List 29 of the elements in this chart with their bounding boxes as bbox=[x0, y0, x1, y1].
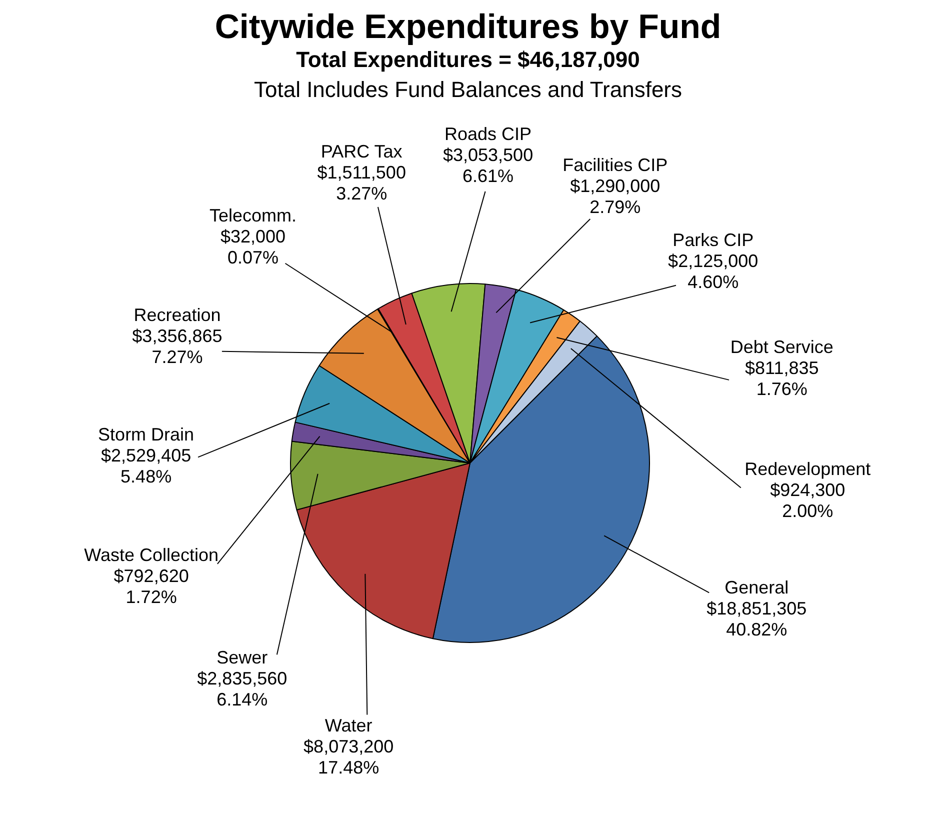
slice-label: Roads CIP bbox=[444, 124, 532, 144]
slice-label: General bbox=[724, 578, 789, 598]
data-label: $2,529,405 5.48% bbox=[101, 445, 192, 486]
slice-label: Storm Drain bbox=[98, 424, 194, 444]
slice-label: PARC Tax bbox=[320, 142, 402, 162]
slice-label: Sewer bbox=[216, 648, 268, 668]
data-label: $8,073,200 17.48% bbox=[304, 736, 394, 778]
data-label: $32,000 0.07% bbox=[220, 226, 286, 268]
slice-label: Telecomm. bbox=[209, 205, 297, 226]
data-label: $2,125,000 4.60% bbox=[668, 251, 758, 292]
data-label: $924,300 2.00% bbox=[770, 480, 846, 521]
data-label: $792,620 1.72% bbox=[114, 566, 189, 608]
slice-label: Parks CIP bbox=[672, 230, 754, 250]
slice-label: Debt Service bbox=[730, 337, 834, 358]
data-label: $2,835,560 6.14% bbox=[197, 668, 288, 710]
data-label: $1,290,000 2.79% bbox=[570, 176, 660, 218]
data-label: $811,835 1.76% bbox=[745, 358, 819, 400]
slice-label: Waste Collection bbox=[84, 545, 218, 566]
slice-label: Recreation bbox=[134, 304, 221, 325]
data-label: $3,053,500 6.61% bbox=[442, 144, 534, 186]
data-label: $3,356,865 7.27% bbox=[132, 326, 222, 367]
slice-label: Facilities CIP bbox=[562, 155, 668, 176]
data-label: $1,511,500 3.27% bbox=[317, 162, 406, 204]
chart-subtitle: Total Expenditures = $46,187,090 bbox=[295, 47, 641, 73]
slice-label: Redevelopment bbox=[744, 458, 871, 479]
text: Total Includes Fund Balances and Transfers bbox=[252, 77, 684, 103]
slice-label: Water bbox=[324, 716, 372, 736]
chart-title: Citywide Expenditures by Fund bbox=[214, 8, 722, 47]
data-label: $18,851,305 40.82% bbox=[706, 598, 807, 640]
